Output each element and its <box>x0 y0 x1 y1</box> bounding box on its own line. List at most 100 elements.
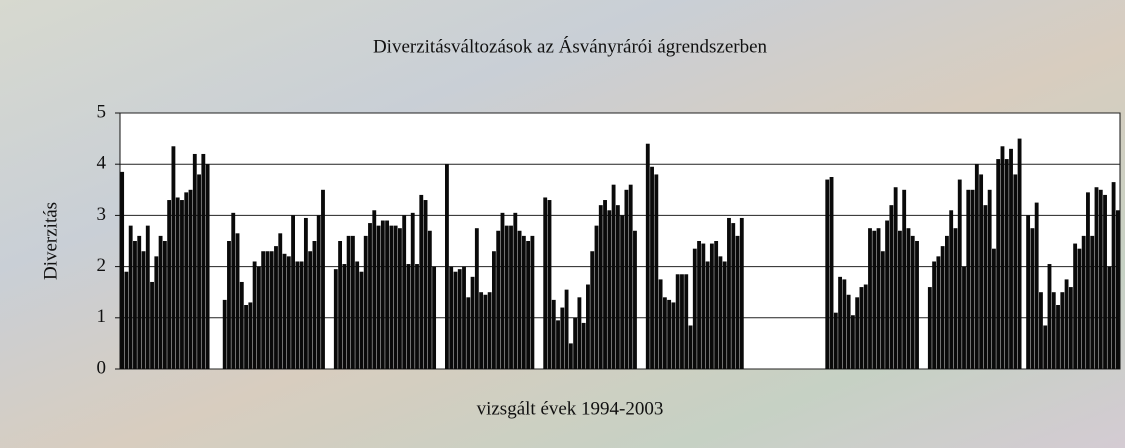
bar <box>188 189 193 369</box>
bar <box>979 174 984 369</box>
y-axis-label: Diverzitás <box>40 202 61 280</box>
bar <box>692 248 697 369</box>
bar <box>945 235 949 369</box>
bar <box>368 223 372 369</box>
bar <box>662 297 667 369</box>
bar <box>650 166 654 369</box>
bar <box>654 174 659 369</box>
bar <box>688 325 693 369</box>
bar <box>517 230 522 369</box>
bar <box>393 225 398 369</box>
y-tick-label: 4 <box>97 153 107 174</box>
bar <box>359 271 364 369</box>
y-tick-label: 2 <box>97 255 107 276</box>
chart-title: Diverzitásváltozások az Ásványrárói ágre… <box>373 35 768 57</box>
bar <box>868 228 872 369</box>
bar <box>590 251 595 369</box>
bar <box>876 228 881 369</box>
bar <box>885 220 890 369</box>
bar <box>355 261 360 369</box>
bar <box>966 189 971 369</box>
bar <box>1064 279 1069 369</box>
bar <box>1068 287 1073 369</box>
x-axis-label: vizsgált évek 1994-2003 <box>477 398 664 419</box>
bar <box>423 200 428 369</box>
bar <box>205 164 210 369</box>
bar <box>372 210 377 369</box>
bar <box>709 243 714 369</box>
bar <box>197 174 201 369</box>
bar <box>286 256 291 369</box>
bar <box>445 164 449 369</box>
bar <box>1026 215 1031 369</box>
bar <box>380 220 385 369</box>
bar <box>137 235 142 369</box>
bar <box>342 264 347 369</box>
bar <box>1030 228 1035 369</box>
bar <box>128 225 133 369</box>
bar <box>171 146 176 369</box>
bar <box>338 241 343 369</box>
bar <box>962 266 966 369</box>
bar <box>564 289 569 369</box>
bar <box>675 274 680 369</box>
bar <box>265 251 270 369</box>
bar <box>385 220 390 369</box>
bar <box>415 264 419 369</box>
bar <box>714 241 719 369</box>
bar <box>474 228 479 369</box>
bar <box>1103 194 1107 369</box>
bar <box>607 210 612 369</box>
bar <box>252 261 257 369</box>
bar <box>158 235 163 369</box>
bar <box>1043 325 1048 369</box>
bar <box>256 266 261 369</box>
bar <box>402 215 407 369</box>
bar <box>705 261 710 369</box>
bar <box>855 297 860 369</box>
bar <box>902 189 907 369</box>
bar <box>363 235 368 369</box>
bar <box>261 251 266 369</box>
bar <box>521 235 526 369</box>
bar <box>312 241 317 369</box>
bar <box>838 276 843 369</box>
bar <box>530 235 535 369</box>
bar <box>239 281 244 369</box>
bar <box>274 246 278 369</box>
bar <box>133 241 137 369</box>
bar <box>684 274 689 369</box>
bar <box>1086 192 1090 369</box>
bar <box>1081 235 1086 369</box>
bar <box>846 294 851 369</box>
bar <box>910 235 915 369</box>
bar <box>397 228 402 369</box>
bar <box>457 269 462 369</box>
bar <box>389 225 394 369</box>
y-tick-label: 5 <box>97 101 107 122</box>
bar <box>167 200 172 369</box>
bar <box>915 241 919 369</box>
bar <box>303 217 308 369</box>
bar <box>419 194 424 369</box>
bar <box>893 187 898 369</box>
bar <box>295 261 300 369</box>
bar <box>483 294 488 369</box>
bar <box>231 212 236 369</box>
bar <box>996 159 1001 369</box>
bar <box>141 251 146 369</box>
bar <box>568 343 573 369</box>
bar <box>611 184 616 369</box>
bar <box>291 215 295 369</box>
bar <box>667 299 672 369</box>
bar <box>624 189 629 369</box>
y-tick-label: 3 <box>97 204 107 225</box>
bar <box>594 225 599 369</box>
bar <box>897 230 902 369</box>
bar <box>701 243 706 369</box>
bar <box>346 235 351 369</box>
bar <box>180 200 184 369</box>
y-tick-label: 0 <box>97 357 107 378</box>
bar <box>932 261 937 369</box>
